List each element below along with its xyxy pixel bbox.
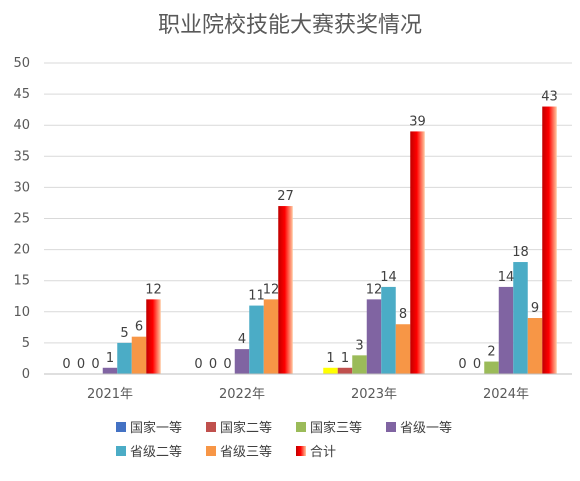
data-label: 39 [409, 114, 426, 129]
bar [234, 349, 250, 374]
bar [117, 342, 132, 374]
data-label: 1 [106, 351, 114, 366]
bar [146, 299, 161, 374]
data-label: 0 [209, 357, 217, 372]
legend-label: 国家三等 [310, 420, 362, 436]
data-label: 0 [91, 357, 99, 372]
data-label: 8 [399, 307, 407, 322]
legend-swatch [206, 446, 216, 456]
bar [366, 299, 382, 374]
y-tick-label: 30 [13, 180, 30, 195]
y-tick-label: 15 [13, 274, 30, 289]
data-label: 14 [380, 270, 397, 285]
data-label: 14 [498, 270, 515, 285]
x-tick-label: 2024年 [483, 387, 529, 402]
data-label: 18 [512, 245, 529, 260]
gridlines [44, 62, 572, 344]
bar [131, 336, 147, 374]
y-tick-label: 50 [13, 56, 30, 71]
x-tick-label: 2021年 [87, 387, 133, 402]
legend-label: 国家二等 [220, 420, 272, 436]
data-label: 11 [248, 289, 265, 304]
bar [484, 361, 499, 374]
data-label: 3 [355, 338, 363, 353]
bars [102, 106, 557, 374]
bar [337, 367, 353, 374]
legend-swatch [386, 422, 396, 432]
legend-label: 省级一等 [400, 420, 452, 436]
legend-swatch [296, 422, 306, 432]
bar [395, 324, 411, 374]
data-label: 0 [223, 357, 231, 372]
legend-label: 省级三等 [220, 444, 272, 460]
data-label: 0 [458, 357, 466, 372]
data-label: 43 [541, 90, 558, 105]
legend-label: 国家一等 [130, 420, 182, 436]
data-label: 5 [120, 326, 128, 341]
bar [249, 305, 264, 374]
data-label: 4 [238, 332, 246, 347]
bar [102, 367, 118, 374]
bar [498, 286, 514, 374]
data-label: 2 [487, 345, 495, 360]
y-tick-label: 25 [13, 212, 30, 227]
y-tick-label: 45 [13, 87, 30, 102]
y-tick-label: 0 [22, 367, 30, 382]
x-tick-label: 2022年 [219, 387, 265, 402]
legend-swatch [116, 446, 126, 456]
y-tick-label: 20 [13, 243, 30, 258]
data-label: 1 [326, 351, 334, 366]
legend-label: 省级二等 [130, 444, 182, 460]
bar [352, 355, 367, 374]
bar [263, 299, 279, 374]
y-tick-label: 10 [13, 305, 30, 320]
data-label: 0 [62, 357, 70, 372]
bar [278, 206, 293, 374]
bar [381, 286, 396, 374]
bar [542, 106, 557, 374]
data-label: 27 [277, 189, 294, 204]
legend-swatch [206, 422, 216, 432]
y-tick-label: 35 [13, 149, 30, 164]
data-label: 0 [77, 357, 85, 372]
data-label: 12 [366, 282, 383, 297]
legend-swatch [296, 446, 306, 456]
data-label: 9 [531, 301, 539, 316]
bar [323, 367, 338, 374]
data-label: 1 [341, 351, 349, 366]
bar [527, 318, 543, 374]
data-label: 0 [194, 357, 202, 372]
legend-swatch [116, 422, 126, 432]
bar [410, 131, 425, 374]
legend-label: 合计 [310, 445, 336, 460]
bar [513, 262, 528, 374]
data-label: 12 [263, 282, 280, 297]
y-tick-label: 40 [13, 118, 30, 133]
data-label: 6 [135, 320, 143, 335]
data-label: 12 [145, 282, 162, 297]
y-tick-label: 5 [22, 336, 30, 351]
x-tick-label: 2023年 [351, 387, 397, 402]
chart-title: 职业院校技能大赛获奖情况 [158, 13, 422, 38]
data-label: 0 [473, 357, 481, 372]
